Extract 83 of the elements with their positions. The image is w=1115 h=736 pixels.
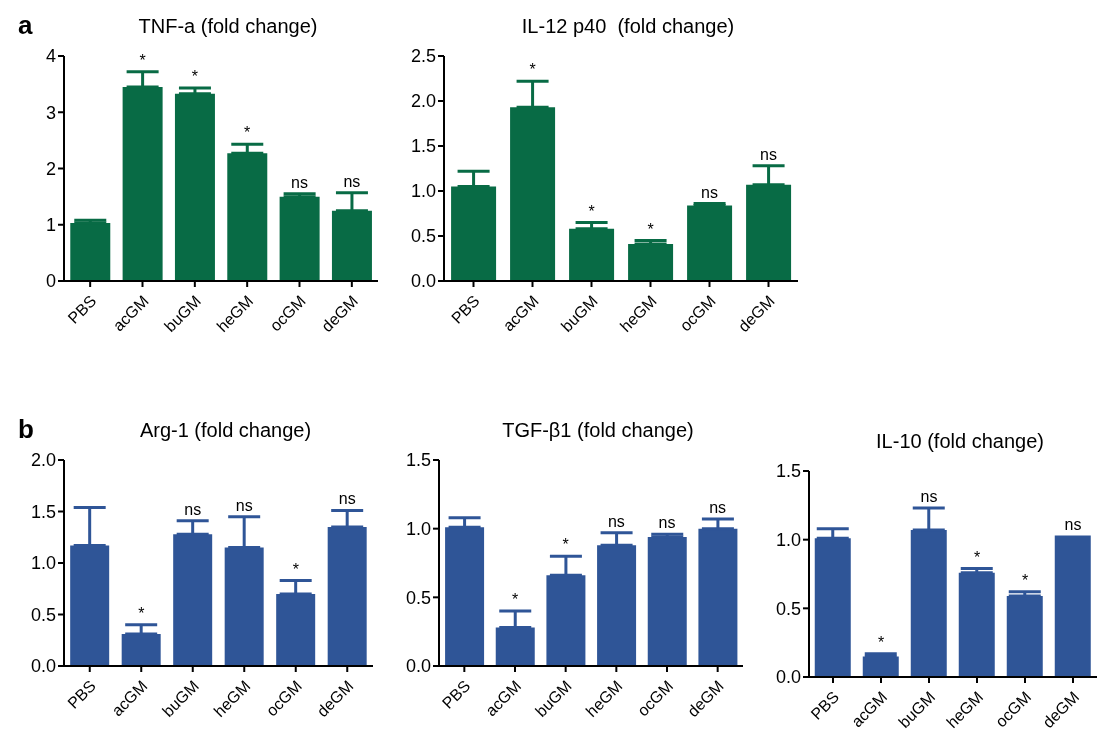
annotation: ns xyxy=(658,514,676,532)
y-tick-label: 1 xyxy=(45,215,56,236)
bar xyxy=(647,536,687,666)
annotation: ns xyxy=(701,183,718,201)
y-tick-label: 0.5 xyxy=(410,226,436,247)
bar xyxy=(276,593,316,666)
bar xyxy=(224,547,264,666)
chart-title: IL-12 p40 (fold change) xyxy=(520,14,736,39)
annotation: * xyxy=(1021,571,1029,589)
y-tick-label: 0.0 xyxy=(410,271,436,292)
y-tick-label: 1.5 xyxy=(405,450,431,471)
y-tick-label: 0.0 xyxy=(405,656,431,677)
y-tick-label: 1.0 xyxy=(775,530,801,551)
annotation: * xyxy=(562,536,569,554)
bar xyxy=(122,86,163,281)
bar xyxy=(687,205,733,281)
y-tick-label: 2.0 xyxy=(30,450,56,471)
chart-title: TNF-a (fold change) xyxy=(138,15,318,37)
annotation: * xyxy=(877,633,885,651)
y-tick-label: 1.5 xyxy=(30,501,56,522)
annotation: ns xyxy=(607,512,625,530)
annotation: ns xyxy=(235,496,253,514)
bar xyxy=(597,545,637,666)
annotation: * xyxy=(292,560,299,578)
annotation: * xyxy=(191,68,198,86)
y-tick-label: 1.5 xyxy=(775,461,801,482)
annotation: * xyxy=(529,61,536,79)
bar xyxy=(569,228,615,281)
annotation: ns xyxy=(291,173,308,191)
y-tick-label: 1.5 xyxy=(410,136,436,157)
text: b xyxy=(18,414,34,445)
annotation: ns xyxy=(1064,515,1082,533)
y-tick-label: 2.5 xyxy=(410,46,436,67)
bar xyxy=(70,545,110,666)
y-tick-label: 0.5 xyxy=(405,587,431,608)
y-tick-label: 0.0 xyxy=(775,667,801,688)
y-tick-label: 1.0 xyxy=(30,553,56,574)
bar xyxy=(546,575,586,666)
bar xyxy=(698,528,738,666)
bar xyxy=(958,572,995,677)
annotation: * xyxy=(973,548,981,566)
annotation: ns xyxy=(343,172,361,190)
y-tick-label: 0.5 xyxy=(775,598,801,619)
bar xyxy=(331,210,372,281)
annotation: ns xyxy=(338,490,356,508)
annotation: ns xyxy=(920,488,938,506)
bar xyxy=(227,153,268,281)
annotation: * xyxy=(588,202,595,220)
y-tick-label: 2.0 xyxy=(410,91,436,112)
y-tick-label: 3 xyxy=(45,102,56,123)
y-tick-label: 1.0 xyxy=(405,519,431,540)
annotation: * xyxy=(139,51,146,69)
bar xyxy=(327,526,367,666)
annotation: * xyxy=(647,220,654,238)
bar xyxy=(451,186,497,281)
y-tick-label: 1.0 xyxy=(410,181,436,202)
bar xyxy=(279,196,320,281)
annotation: ns xyxy=(760,145,777,163)
chart-title: Arg-1 (fold change) xyxy=(139,419,312,441)
bar xyxy=(495,627,535,666)
annotation: * xyxy=(244,124,251,142)
chart-title: IL-10 (fold change) xyxy=(875,429,1045,454)
annotation: ns xyxy=(709,499,727,517)
bar xyxy=(746,184,792,281)
annotation: * xyxy=(138,604,145,622)
bar xyxy=(910,530,947,677)
annotation: * xyxy=(511,591,519,609)
y-tick-label: 0 xyxy=(45,271,56,292)
bar xyxy=(510,107,556,281)
bar xyxy=(174,93,215,281)
y-tick-label: 2 xyxy=(45,158,56,179)
bar xyxy=(445,527,485,666)
y-tick-label: 4 xyxy=(45,46,56,67)
bar xyxy=(1054,535,1091,677)
annotation: ns xyxy=(184,500,202,518)
y-tick-label: 0.0 xyxy=(30,656,56,677)
bar xyxy=(814,538,851,677)
y-tick-label: 0.5 xyxy=(30,604,56,625)
chart-title: TGF-β1 (fold change) xyxy=(501,418,695,443)
bar xyxy=(173,534,213,666)
bar xyxy=(1006,595,1043,677)
text: a xyxy=(18,10,33,41)
bar xyxy=(121,634,161,666)
